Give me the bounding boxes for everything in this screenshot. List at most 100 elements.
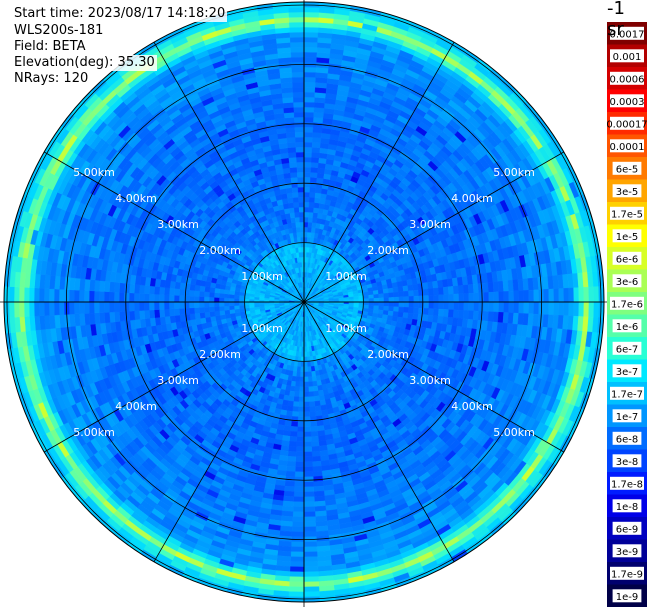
data-cell xyxy=(311,151,320,159)
data-cell xyxy=(398,291,405,298)
data-cell xyxy=(300,366,305,373)
data-cell xyxy=(133,292,140,303)
data-cell xyxy=(300,231,305,238)
data-cell xyxy=(292,196,300,203)
data-cell xyxy=(303,501,315,508)
data-cell xyxy=(309,186,317,193)
data-cell xyxy=(299,386,305,393)
data-cell xyxy=(168,308,175,317)
data-cell xyxy=(303,396,310,403)
data-cell xyxy=(163,287,170,296)
data-cell xyxy=(228,305,235,311)
data-cell xyxy=(303,506,316,513)
data-cell xyxy=(163,308,170,317)
data-cell xyxy=(372,290,379,295)
data-cell xyxy=(408,295,415,303)
data-cell xyxy=(223,297,230,303)
data-cell xyxy=(178,288,185,296)
data-cell xyxy=(295,456,305,463)
data-cell xyxy=(298,391,305,398)
data-cell xyxy=(452,285,460,295)
data-cell xyxy=(388,306,395,312)
data-cell xyxy=(103,301,110,313)
data-cell xyxy=(158,286,166,295)
data-cell xyxy=(377,289,384,295)
data-cell xyxy=(303,126,314,133)
data-cell xyxy=(418,301,425,309)
data-cell xyxy=(493,291,500,303)
data-cell xyxy=(303,416,311,423)
data-cell xyxy=(403,290,410,298)
data-cell xyxy=(153,286,161,295)
data-cell xyxy=(303,376,309,383)
data-cell xyxy=(229,309,236,314)
data-cell xyxy=(503,291,510,303)
data-cell xyxy=(163,294,170,303)
data-cell xyxy=(118,301,125,312)
data-cell xyxy=(287,400,294,407)
data-cell xyxy=(233,301,240,306)
data-cell xyxy=(303,131,314,138)
data-cell xyxy=(148,293,155,303)
data-cell xyxy=(218,292,225,299)
data-cell xyxy=(478,301,485,312)
data-cell xyxy=(311,141,321,149)
data-cell xyxy=(288,156,297,164)
data-cell xyxy=(423,308,430,316)
data-cell xyxy=(308,211,314,218)
data-cell xyxy=(298,246,302,253)
data-cell xyxy=(308,401,316,408)
data-cell xyxy=(296,156,305,163)
data-cell xyxy=(234,308,241,314)
data-cell xyxy=(402,285,409,292)
data-cell xyxy=(286,136,296,144)
data-cell xyxy=(303,111,315,118)
data-cell xyxy=(442,286,450,295)
data-cell xyxy=(296,431,305,438)
data-cell xyxy=(311,156,320,164)
data-cell xyxy=(398,296,405,303)
data-cell xyxy=(308,396,315,403)
data-cell xyxy=(294,386,300,393)
data-cell xyxy=(383,305,390,312)
data-cell xyxy=(487,281,494,293)
data-cell xyxy=(397,286,404,293)
data-cell xyxy=(295,451,305,458)
data-cell xyxy=(288,202,295,209)
data-cell xyxy=(199,312,206,319)
data-cell xyxy=(313,395,320,402)
data-cell xyxy=(289,431,298,438)
data-cell xyxy=(392,286,399,293)
data-cell xyxy=(138,301,145,311)
data-cell xyxy=(303,401,310,408)
data-cell xyxy=(303,431,312,438)
data-cell xyxy=(303,421,311,428)
data-cell xyxy=(483,292,490,303)
data-cell xyxy=(294,476,305,483)
data-cell xyxy=(294,211,300,218)
data-cell xyxy=(188,301,195,309)
data-cell xyxy=(292,401,300,408)
data-cell xyxy=(309,191,316,198)
data-cell xyxy=(303,211,309,218)
data-cell xyxy=(143,309,151,319)
data-cell xyxy=(309,406,316,413)
data-cell xyxy=(483,301,490,312)
data-cell xyxy=(293,96,305,103)
data-cell xyxy=(289,166,298,173)
data-cell xyxy=(448,301,455,311)
data-cell xyxy=(403,306,410,314)
data-cell xyxy=(128,301,135,312)
data-cell xyxy=(303,411,311,418)
data-cell xyxy=(303,436,312,443)
data-cell xyxy=(438,287,445,296)
data-cell xyxy=(448,293,455,303)
data-cell xyxy=(289,436,298,443)
data-cell xyxy=(453,293,460,303)
data-cell xyxy=(310,166,319,173)
data-cell xyxy=(303,461,313,468)
data-cell xyxy=(468,292,475,303)
data-cell xyxy=(218,305,225,312)
data-cell xyxy=(353,298,360,303)
data-cell xyxy=(458,301,465,311)
